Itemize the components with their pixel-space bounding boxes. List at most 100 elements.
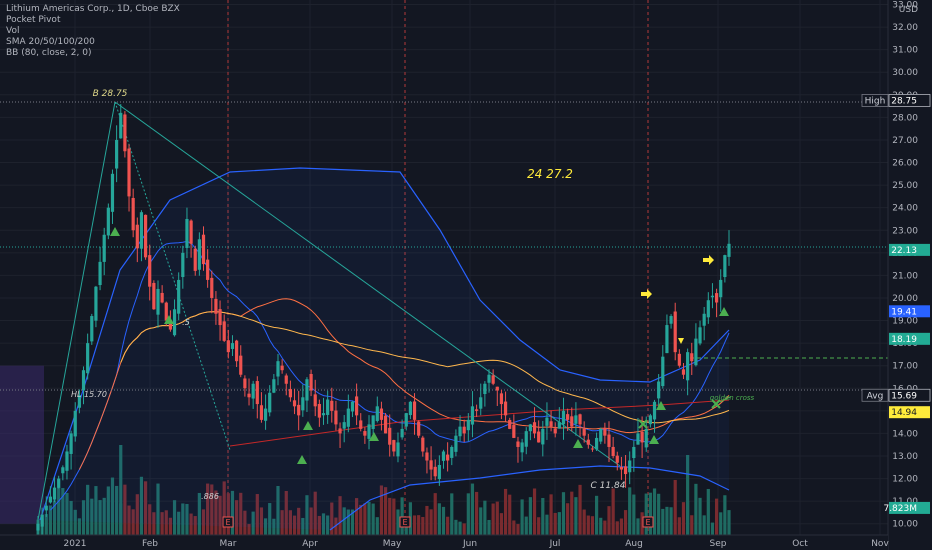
indicator-pocket-pivot[interactable]: Pocket Pivot xyxy=(6,15,61,25)
volume-bar xyxy=(131,509,135,535)
volume-bar xyxy=(557,512,561,535)
price-tick-label: 19.00 xyxy=(892,317,918,327)
volume-bar xyxy=(615,521,619,535)
candle-body xyxy=(313,394,317,407)
earnings-badge xyxy=(222,516,234,528)
volume-bar xyxy=(508,494,512,535)
volume-bar xyxy=(512,520,516,535)
candle-body xyxy=(127,148,131,197)
volume-bar xyxy=(710,522,715,535)
volume-bar xyxy=(363,503,367,535)
volume-bar xyxy=(292,515,297,535)
time-tick-label: Apr xyxy=(302,539,318,549)
volume-bar xyxy=(483,500,487,535)
volume-bar xyxy=(714,498,719,535)
volume-bar xyxy=(599,517,603,535)
candle-body xyxy=(148,255,152,287)
volume-bar xyxy=(210,484,214,535)
price-tag-label: Avg xyxy=(867,391,884,401)
price-tick-label: 31.00 xyxy=(892,46,918,56)
volume-bar xyxy=(437,503,441,535)
candle-body xyxy=(272,379,276,393)
price-tag-box xyxy=(889,332,930,345)
cross-marker xyxy=(711,399,721,409)
volume-bar xyxy=(570,491,574,535)
indicator-vol[interactable]: Vol xyxy=(6,26,20,36)
volume-bar xyxy=(222,481,226,535)
candle-body xyxy=(301,397,305,411)
volume-bar xyxy=(619,518,624,535)
volume-bar xyxy=(239,492,243,535)
candle-body xyxy=(553,428,557,434)
candle-body xyxy=(81,370,86,391)
candle-body xyxy=(549,421,553,427)
candle-body xyxy=(276,361,280,377)
volume-spike xyxy=(119,445,123,535)
candle-body xyxy=(355,396,359,416)
candle-body xyxy=(57,478,61,488)
volume-bar xyxy=(301,517,305,535)
candle-body xyxy=(677,353,681,366)
time-axis-bg xyxy=(0,535,888,550)
indicator-sma[interactable]: SMA 20/50/100/200 xyxy=(6,37,95,47)
volume-bar xyxy=(644,493,648,535)
candle-body xyxy=(483,383,487,395)
price-tick-label: 13.00 xyxy=(892,452,918,462)
volume-bar xyxy=(98,500,102,535)
volume-bar xyxy=(628,487,632,535)
candle-body xyxy=(607,434,611,447)
volume-bar xyxy=(566,503,570,535)
pocket-pivot-triangle xyxy=(573,439,583,448)
candle-body xyxy=(392,440,396,452)
volume-bar xyxy=(110,477,115,535)
volume-bar xyxy=(388,497,392,535)
time-tick-label: Oct xyxy=(792,539,808,549)
volume-bar xyxy=(177,511,181,535)
volume-bar xyxy=(491,503,495,535)
volume-bar xyxy=(582,509,586,535)
candle-body xyxy=(541,428,545,445)
price-tick-label: 33.00 xyxy=(892,1,918,11)
price-axis[interactable]: 33.0032.0031.0030.0029.0028.0027.0026.00… xyxy=(887,0,932,550)
candle-body xyxy=(73,410,77,437)
volume-bar xyxy=(590,516,595,535)
highlight-zones xyxy=(0,365,44,524)
candle-body xyxy=(334,410,338,425)
volume-bar xyxy=(623,510,628,535)
sma-100-line xyxy=(120,311,730,424)
candle-body xyxy=(723,255,727,278)
candle-body xyxy=(636,433,640,445)
annotation-label: 24 27.2 xyxy=(527,167,573,181)
candle-body xyxy=(619,466,624,470)
chart-title[interactable]: Lithium Americas Corp., 1D, Cboe BZX xyxy=(6,4,180,14)
price-tag-value: 28.75 xyxy=(891,96,917,106)
candle-body xyxy=(491,375,495,384)
candle-body xyxy=(69,433,73,454)
candle-body xyxy=(686,352,690,381)
volume-bar xyxy=(528,497,532,535)
chart-legend: Lithium Americas Corp., 1D, Cboe BZX Poc… xyxy=(6,4,180,59)
volume-bar xyxy=(479,507,483,535)
volume-bar xyxy=(346,509,350,535)
volume-bar xyxy=(632,494,636,535)
price-tag-value: 14.94 xyxy=(891,408,917,418)
candle-body xyxy=(412,401,417,420)
volume-bar xyxy=(164,510,168,535)
candle-body xyxy=(346,408,350,427)
volume-bar xyxy=(342,507,346,535)
candle-body xyxy=(222,321,226,341)
volume-bar xyxy=(549,494,553,535)
candle-body xyxy=(400,428,404,438)
candle-body xyxy=(417,421,421,436)
candle-body xyxy=(681,369,686,375)
candles xyxy=(36,104,731,540)
indicator-bb[interactable]: BB (80, close, 2, 0) xyxy=(6,48,92,58)
time-tick-label: 2021 xyxy=(64,539,87,549)
volume-bar xyxy=(152,512,156,535)
volume-bar xyxy=(355,498,359,535)
volume-bar xyxy=(371,503,375,535)
volume-bar xyxy=(487,519,491,535)
time-axis[interactable]: 2021 Feb Mar Apr May Jun Jul Aug Sep Oct Nov xyxy=(0,534,889,550)
pocket-pivot-triangle xyxy=(719,307,729,316)
